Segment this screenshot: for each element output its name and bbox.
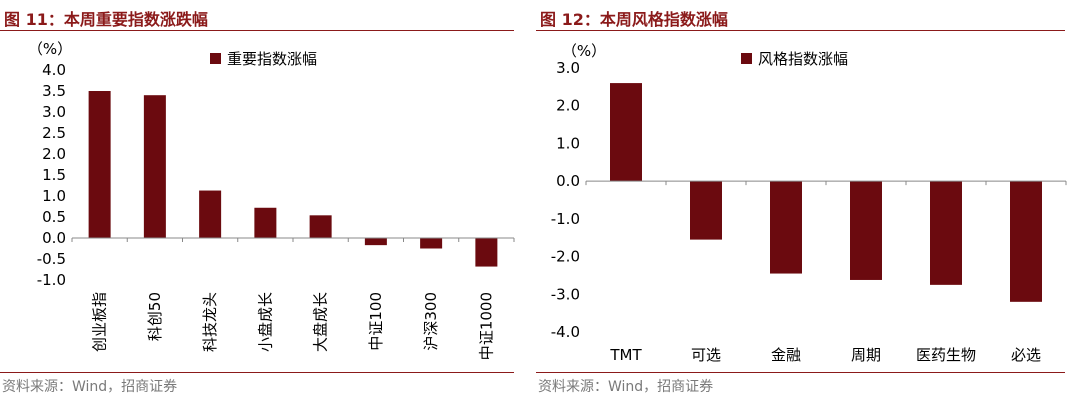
x-category-label: 科创50 [146, 292, 164, 341]
y-axis-unit-label: （%） [28, 40, 72, 58]
y-tick-label: 2.0 [42, 145, 66, 163]
y-tick-label: -4.0 [551, 323, 580, 341]
figure-title: 图 11：本周重要指数涨跌幅 [4, 10, 208, 29]
bar [143, 95, 166, 238]
legend-label: 重要指数涨幅 [227, 50, 317, 68]
y-tick-label: 2.5 [42, 124, 66, 142]
y-tick-label: 1.0 [556, 134, 580, 152]
footer-rule [536, 372, 1065, 373]
title-rule [0, 30, 514, 31]
y-tick-label: 3.0 [42, 103, 66, 121]
x-category-label: 周期 [851, 346, 881, 364]
x-category-label: TMT [609, 346, 642, 364]
legend-swatch [210, 53, 221, 64]
figure-title: 图 12：本周风格指数涨幅 [540, 10, 728, 29]
bar [88, 91, 111, 238]
y-tick-label: -1.0 [551, 210, 580, 228]
y-tick-label: 0.5 [42, 208, 66, 226]
x-category-label: 沪深300 [422, 292, 440, 351]
chart-panel-style-indices: 图 12：本周风格指数涨幅 （%） 风格指数涨幅 -4.0 -3.0 -2.0 -1.0 0… [536, 0, 1071, 401]
bar [770, 181, 802, 274]
x-category-label: 医药生物 [916, 346, 976, 364]
x-category-label: 必选 [1011, 346, 1041, 364]
x-category-label: 创业板指 [91, 292, 109, 352]
footer-rule [0, 372, 514, 373]
source-note: 资料来源：Wind，招商证券 [2, 379, 178, 395]
bar [254, 207, 277, 238]
bar [930, 181, 962, 285]
bar [690, 181, 722, 240]
legend-label: 风格指数涨幅 [758, 50, 848, 68]
bar [475, 238, 498, 267]
y-tick-label: 3.5 [42, 82, 66, 100]
chart-panel-important-indices: 图 11：本周重要指数涨跌幅 （%） 重要指数涨幅 -1.0 -0.5 0.0 0.5 1.… [0, 0, 520, 401]
x-category-label: 科技龙头 [201, 292, 219, 352]
y-tick-label: 4.0 [42, 61, 66, 79]
bar [364, 238, 387, 246]
y-tick-label: -2.0 [551, 248, 580, 266]
bar-chart-important-indices: （%） 重要指数涨幅 -1.0 -0.5 0.0 0.5 1.0 1.5 2.0 2.5 3.0 3.… [28, 40, 515, 360]
bar [850, 181, 882, 280]
bar [1010, 181, 1042, 302]
y-tick-label: 0.0 [556, 172, 580, 190]
y-tick-label: 1.5 [42, 166, 66, 184]
legend-swatch [741, 53, 752, 64]
y-tick-label: 0.0 [42, 229, 66, 247]
x-category-label: 大盘成长 [312, 292, 330, 352]
x-category-label: 可选 [691, 346, 721, 364]
y-tick-label: -0.5 [37, 250, 66, 268]
x-category-label: 中证100 [367, 292, 385, 351]
bar [420, 238, 443, 249]
y-tick-label: 1.0 [42, 187, 66, 205]
bar [610, 83, 642, 182]
x-category-label: 小盘成长 [256, 292, 274, 352]
title-rule [536, 30, 1065, 31]
bar [199, 190, 222, 238]
y-axis-unit-label: （%） [562, 42, 606, 60]
y-tick-label: -3.0 [551, 285, 580, 303]
y-tick-label: 3.0 [556, 59, 580, 77]
bar [309, 215, 332, 238]
y-tick-label: -1.0 [37, 271, 66, 289]
x-category-label: 金融 [771, 346, 801, 364]
x-category-label: 中证1000 [477, 292, 495, 360]
source-note: 资料来源：Wind，招商证券 [538, 379, 714, 395]
y-tick-label: 2.0 [556, 97, 580, 115]
bar-chart-style-indices: （%） 风格指数涨幅 -4.0 -3.0 -2.0 -1.0 0.0 1.0 2.0 3.0 TMT… [551, 42, 1067, 364]
